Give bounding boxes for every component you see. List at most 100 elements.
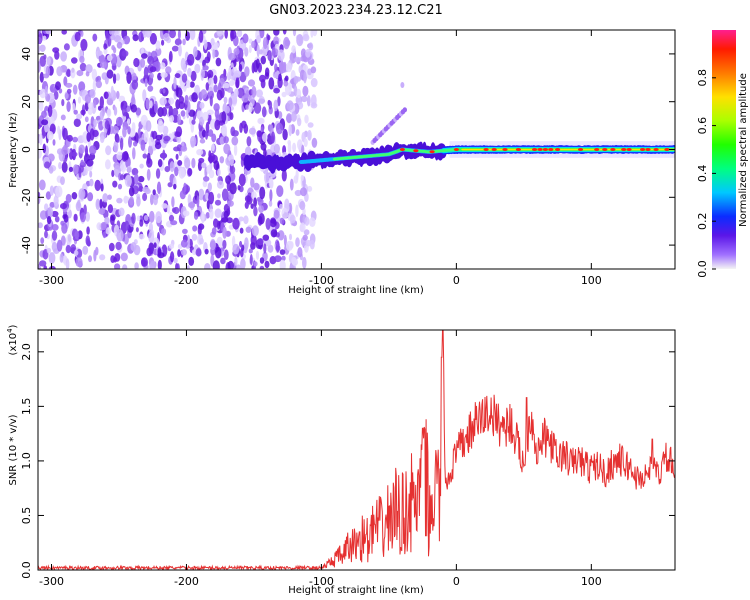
spectrogram-x-label: Height of straight line (km) xyxy=(288,285,424,296)
noise-speckle xyxy=(240,248,244,258)
noise-speckle xyxy=(258,213,265,225)
noise-speckle xyxy=(311,137,318,148)
noise-speckle xyxy=(258,98,266,104)
noise-speckle xyxy=(92,33,98,42)
noise-speckle xyxy=(169,30,176,39)
noise-speckle xyxy=(43,265,47,269)
noise-speckle xyxy=(133,141,138,147)
noise-speckle xyxy=(152,189,156,196)
noise-speckle xyxy=(126,165,132,173)
noise-speckle xyxy=(175,87,183,98)
noise-speckle xyxy=(68,166,74,172)
noise-speckle xyxy=(180,239,188,248)
noise-speckle xyxy=(87,192,94,202)
snr-frame xyxy=(37,329,676,571)
noise-speckle xyxy=(80,159,84,166)
noise-speckle xyxy=(282,128,288,141)
noise-speckle xyxy=(107,204,113,214)
noise-speckle xyxy=(39,133,43,146)
noise-speckle xyxy=(74,230,80,240)
noise-speckle xyxy=(216,89,223,101)
noise-speckle xyxy=(60,203,67,210)
noise-speckle xyxy=(95,50,103,56)
noise-speckle xyxy=(284,198,290,211)
noise-speckle xyxy=(99,254,106,261)
noise-speckle xyxy=(104,216,110,225)
noise-speckle xyxy=(220,257,226,265)
noise-speckle xyxy=(224,30,228,39)
noise-speckle xyxy=(44,85,48,97)
noise-speckle xyxy=(209,240,216,250)
colorbar-tick-label: 0.6 xyxy=(696,117,709,135)
noise-speckle xyxy=(141,53,148,59)
noise-speckle xyxy=(212,260,220,269)
noise-speckle xyxy=(226,86,234,93)
noise-speckle xyxy=(256,238,264,246)
noise-speckle xyxy=(116,116,123,127)
noise-speckle xyxy=(299,222,306,233)
noise-speckle xyxy=(171,45,179,52)
noise-speckle xyxy=(263,148,267,158)
noise-speckle xyxy=(174,73,181,79)
noise-speckle xyxy=(302,234,308,241)
y-tick-label: -40 xyxy=(20,236,33,254)
noise-speckle xyxy=(85,145,88,158)
noise-speckle xyxy=(132,147,136,160)
noise-speckle xyxy=(168,214,175,222)
noise-speckle xyxy=(175,153,179,160)
noise-speckle xyxy=(281,207,289,220)
noise-speckle xyxy=(208,77,214,86)
noise-speckle xyxy=(244,237,249,250)
x-tick-label: -200 xyxy=(174,575,199,588)
noise-speckle xyxy=(104,120,110,130)
noise-speckle xyxy=(103,48,108,55)
noise-speckle xyxy=(253,261,258,267)
noise-speckle xyxy=(143,66,149,79)
noise-speckle xyxy=(66,68,71,77)
noise-speckle xyxy=(72,84,78,95)
y-tick-label: 40 xyxy=(20,47,33,61)
noise-speckle xyxy=(148,136,154,147)
noise-speckle xyxy=(76,113,83,120)
noise-speckle xyxy=(155,211,162,224)
noise-speckle xyxy=(238,173,246,187)
noise-speckle xyxy=(269,189,273,202)
noise-speckle xyxy=(258,118,264,124)
noise-speckle xyxy=(160,62,166,70)
noise-speckle xyxy=(300,174,304,182)
noise-speckle xyxy=(51,210,59,218)
colorbar-gradient xyxy=(712,30,736,269)
noise-speckle xyxy=(227,260,234,269)
noise-speckle xyxy=(310,77,318,88)
noise-speckle xyxy=(134,262,139,269)
noise-speckle xyxy=(121,151,127,162)
x-tick-label: 0 xyxy=(453,274,460,287)
noise-speckle xyxy=(112,73,117,84)
noise-speckle xyxy=(213,75,218,85)
noise-speckle xyxy=(234,256,238,266)
noise-speckle xyxy=(267,34,271,41)
noise-speckle xyxy=(145,98,150,110)
snr-x-label: Height of straight line (km) xyxy=(288,585,424,596)
noise-speckle xyxy=(113,140,119,153)
noise-speckle xyxy=(92,79,97,92)
signal-max xyxy=(502,148,508,151)
noise-speckle xyxy=(222,226,227,239)
signal-max xyxy=(653,148,659,151)
noise-speckle xyxy=(140,47,145,55)
noise-speckle xyxy=(66,234,72,245)
noise-speckle xyxy=(255,89,263,98)
noise-speckle xyxy=(292,30,297,37)
noise-speckle xyxy=(291,111,297,122)
noise-speckle xyxy=(188,256,195,266)
noise-speckle xyxy=(201,162,207,169)
noise-speckle xyxy=(281,91,287,98)
noise-speckle xyxy=(122,126,127,138)
noise-speckle xyxy=(144,78,148,87)
noise-speckle xyxy=(117,183,123,190)
noise-speckle xyxy=(72,136,78,143)
noise-speckle xyxy=(199,238,204,245)
noise-speckle xyxy=(178,167,186,179)
noise-speckle xyxy=(255,250,260,260)
noise-speckle xyxy=(191,92,198,103)
